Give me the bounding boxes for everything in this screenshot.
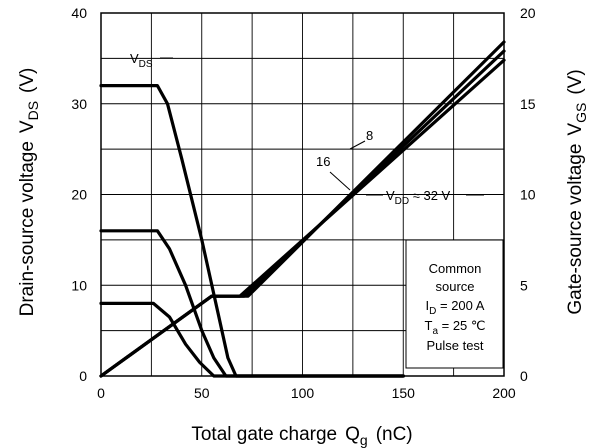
vds-label: VDS bbox=[130, 51, 153, 70]
conditions-id: ID = 200 A bbox=[426, 298, 485, 317]
y-left-tick-label: 20 bbox=[71, 187, 87, 203]
x-tick-label: 50 bbox=[194, 385, 210, 401]
y-left-tick-label: 40 bbox=[71, 5, 87, 21]
x-tick-label: 0 bbox=[97, 385, 105, 401]
conditions-ta: Ta = 25 ℃ bbox=[424, 318, 485, 337]
label-8: 8 bbox=[366, 128, 373, 143]
x-tick-label: 100 bbox=[291, 385, 315, 401]
y-left-tick-label: 0 bbox=[79, 368, 87, 384]
label-16: 16 bbox=[316, 154, 330, 169]
y-right-tick-label: 10 bbox=[520, 187, 536, 203]
y-left-tick-label: 30 bbox=[71, 96, 87, 112]
y-right-tick-label: 5 bbox=[520, 277, 528, 293]
x-axis-title: Total gate charge Qg (nC) bbox=[191, 424, 412, 448]
y-left-tick-label: 10 bbox=[71, 277, 87, 293]
conditions-common: Common bbox=[429, 261, 482, 276]
conditions-pulse: Pulse test bbox=[426, 338, 483, 353]
x-tick-label: 150 bbox=[392, 385, 416, 401]
y-axis-left-title: Drain-source voltageVDS(V) bbox=[17, 68, 41, 317]
label-8-leader bbox=[349, 140, 366, 150]
vds-curve-0 bbox=[99, 84, 405, 378]
y-right-tick-label: 15 bbox=[520, 96, 536, 112]
x-tick-label: 200 bbox=[492, 385, 516, 401]
plot-frame bbox=[100, 12, 505, 377]
label-16-leader bbox=[329, 171, 351, 191]
y-right-tick-label: 0 bbox=[520, 368, 528, 384]
y-right-tick-label: 20 bbox=[520, 5, 536, 21]
conditions-box bbox=[405, 239, 504, 369]
vgs-curve-5 bbox=[99, 40, 506, 378]
annotation-leaders bbox=[160, 57, 484, 196]
y-axis-right-title: Gate-source voltageVGS(V) bbox=[565, 69, 589, 314]
conditions-source: source bbox=[435, 279, 474, 294]
curves bbox=[99, 40, 506, 378]
vdd-label: VDD ≈ 32 V bbox=[386, 188, 451, 207]
